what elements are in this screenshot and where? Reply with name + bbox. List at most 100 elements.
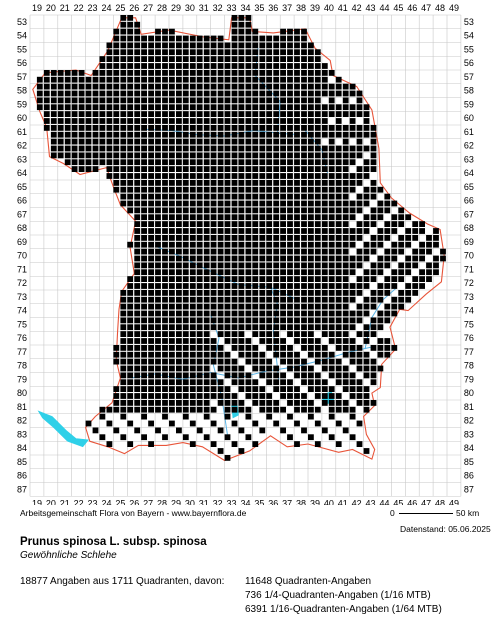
occurrence-marker <box>301 111 307 117</box>
occurrence-marker <box>245 125 252 131</box>
occurrence-marker <box>71 76 78 83</box>
occurrence-marker <box>301 345 307 351</box>
occurrence-marker <box>182 159 189 166</box>
occurrence-marker <box>335 379 342 386</box>
occurrence-marker <box>238 180 245 186</box>
occurrence-marker <box>287 63 293 69</box>
occurrence-marker <box>266 97 273 104</box>
occurrence-marker <box>238 173 245 179</box>
occurrence-marker <box>189 200 196 207</box>
occurrence-marker <box>134 200 141 207</box>
occurrence-marker <box>266 90 273 97</box>
occurrence-marker <box>92 166 99 172</box>
occurrence-marker <box>426 235 432 241</box>
y-axis-label: 56 <box>464 58 474 68</box>
occurrence-marker <box>92 83 99 90</box>
occurrence-marker <box>301 145 307 152</box>
occurrence-marker <box>155 324 161 331</box>
occurrence-marker <box>127 310 134 317</box>
occurrence-marker <box>141 317 147 324</box>
occurrence-marker <box>134 207 141 214</box>
occurrence-marker <box>155 125 161 131</box>
occurrence-marker <box>252 228 259 234</box>
occurrence-marker <box>224 248 231 255</box>
occurrence-marker <box>169 214 175 221</box>
occurrence-marker <box>189 262 196 269</box>
occurrence-marker <box>335 358 342 365</box>
occurrence-marker <box>196 248 203 255</box>
occurrence-marker <box>280 303 286 310</box>
occurrence-marker <box>405 228 412 234</box>
occurrence-marker <box>321 393 328 399</box>
occurrence-marker <box>252 214 259 221</box>
occurrence-marker <box>203 35 210 42</box>
occurrence-marker <box>169 145 175 152</box>
occurrence-marker <box>287 296 293 303</box>
occurrence-marker <box>203 131 210 138</box>
occurrence-marker <box>377 241 384 248</box>
occurrence-marker <box>273 406 280 413</box>
occurrence-marker <box>224 97 231 104</box>
occurrence-marker <box>120 386 127 392</box>
occurrence-marker <box>189 310 196 317</box>
occurrence-marker <box>85 152 92 159</box>
occurrence-marker <box>127 42 134 49</box>
occurrence-marker <box>231 372 238 379</box>
occurrence-marker <box>99 83 106 90</box>
occurrence-marker <box>314 97 321 104</box>
occurrence-marker <box>287 111 293 117</box>
occurrence-marker <box>238 317 245 324</box>
occurrence-marker <box>176 317 182 324</box>
occurrence-marker <box>231 365 238 372</box>
occurrence-marker <box>335 441 342 447</box>
occurrence-marker <box>134 145 141 152</box>
occurrence-marker <box>238 214 245 221</box>
occurrence-marker <box>259 324 266 331</box>
occurrence-marker <box>176 241 182 248</box>
occurrence-marker <box>127 104 134 111</box>
occurrence-marker <box>308 138 314 145</box>
occurrence-marker <box>210 303 217 310</box>
occurrence-marker <box>106 76 113 83</box>
occurrence-marker <box>148 152 154 159</box>
y-axis-label: 70 <box>17 251 27 261</box>
occurrence-marker <box>349 186 356 193</box>
occurrence-marker <box>148 200 154 207</box>
occurrence-marker <box>419 255 425 262</box>
occurrence-marker <box>335 152 342 159</box>
occurrence-marker <box>99 70 106 76</box>
occurrence-marker <box>273 303 280 310</box>
occurrence-marker <box>308 186 314 193</box>
occurrence-marker <box>217 63 224 69</box>
occurrence-marker <box>106 111 113 117</box>
occurrence-marker <box>169 235 175 241</box>
occurrence-marker <box>182 131 189 138</box>
occurrence-marker <box>155 365 161 372</box>
occurrence-marker <box>363 310 370 317</box>
occurrence-marker <box>182 186 189 193</box>
occurrence-marker <box>169 228 175 234</box>
occurrence-marker <box>259 159 266 166</box>
occurrence-marker <box>134 358 141 365</box>
occurrence-marker <box>50 131 57 138</box>
occurrence-marker <box>182 351 189 358</box>
occurrence-marker <box>328 386 335 392</box>
occurrence-marker <box>273 138 280 145</box>
occurrence-marker <box>196 372 203 379</box>
occurrence-marker <box>335 269 342 276</box>
occurrence-marker <box>203 118 210 124</box>
occurrence-marker <box>321 173 328 179</box>
occurrence-marker <box>182 173 189 179</box>
x-axis-label: 44 <box>379 3 389 13</box>
occurrence-marker <box>342 386 349 392</box>
occurrence-marker <box>245 35 252 42</box>
occurrence-marker <box>342 248 349 255</box>
occurrence-marker <box>141 118 147 124</box>
occurrence-marker <box>294 42 300 49</box>
occurrence-marker <box>433 269 439 276</box>
occurrence-marker <box>189 76 196 83</box>
occurrence-marker <box>203 324 210 331</box>
occurrence-marker <box>182 63 189 69</box>
occurrence-marker <box>155 338 161 344</box>
occurrence-marker <box>384 351 391 358</box>
